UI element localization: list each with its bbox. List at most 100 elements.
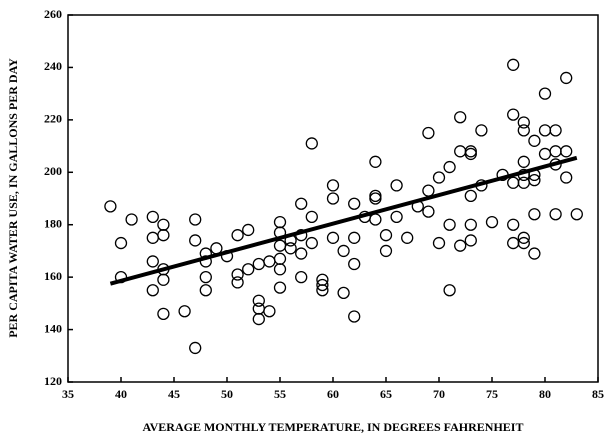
data-point [231, 276, 244, 289]
data-point [528, 134, 541, 147]
x-tick-label: 65 [380, 387, 392, 401]
data-point [337, 286, 350, 300]
data-point [305, 236, 318, 250]
data-point [284, 242, 297, 255]
plot-frame [67, 14, 599, 383]
x-tick-label: 50 [221, 387, 233, 401]
data-point [443, 218, 456, 231]
data-point [507, 58, 520, 71]
data-point [273, 215, 287, 229]
data-point [422, 205, 435, 218]
data-point [538, 147, 552, 161]
data-point [252, 257, 265, 271]
data-point [443, 284, 456, 297]
data-point [146, 210, 159, 224]
data-point [464, 147, 477, 161]
x-tick-label: 35 [62, 387, 74, 401]
data-point [528, 173, 541, 187]
data-point [273, 252, 287, 265]
data-point [157, 218, 170, 231]
data-point [178, 305, 191, 318]
data-point [263, 305, 276, 318]
x-tick-label: 40 [115, 387, 127, 401]
data-point [252, 302, 265, 315]
data-point [326, 179, 340, 192]
y-tick-label: 260 [44, 7, 62, 21]
data-point [443, 160, 456, 174]
data-point [305, 210, 318, 224]
data-point [348, 197, 361, 210]
x-tick-label: 80 [539, 387, 551, 401]
data-point [326, 231, 340, 244]
y-tick-label: 120 [44, 374, 62, 388]
data-point [273, 263, 287, 276]
data-point [157, 307, 170, 320]
data-point [464, 234, 477, 247]
data-point [560, 71, 573, 85]
data-point [369, 213, 382, 226]
data-point [422, 126, 435, 140]
data-point [125, 213, 138, 226]
x-tick-label: 70 [433, 387, 445, 401]
y-tick-label: 220 [44, 112, 62, 126]
data-point [454, 145, 467, 158]
data-point [560, 145, 573, 158]
data-point [337, 244, 350, 258]
data-point [507, 236, 520, 250]
x-tick-label: 60 [327, 387, 339, 401]
data-point [549, 124, 562, 137]
data-point [507, 218, 520, 231]
data-point [189, 341, 202, 355]
data-point [146, 255, 159, 268]
y-tick-label: 160 [44, 269, 62, 283]
data-point [263, 255, 276, 268]
x-tick-label: 45 [168, 387, 180, 401]
data-point [295, 197, 308, 210]
data-point [242, 223, 255, 237]
data-point [157, 273, 170, 286]
trend-line [109, 155, 578, 286]
y-tick-label: 180 [44, 216, 62, 230]
data-point [485, 215, 499, 229]
data-point [549, 208, 562, 221]
data-point [369, 189, 382, 203]
data-point [326, 192, 340, 205]
data-point [517, 116, 530, 129]
data-point [146, 284, 159, 297]
data-point [199, 284, 212, 297]
data-point [252, 312, 265, 326]
data-point [379, 244, 393, 258]
data-point [549, 145, 562, 158]
data-point [348, 257, 361, 271]
data-point [517, 236, 530, 250]
data-point [390, 210, 403, 224]
data-point [570, 208, 583, 221]
data-point [295, 247, 308, 260]
data-point [401, 231, 414, 244]
data-point [475, 124, 488, 137]
data-point [316, 284, 329, 297]
data-point [422, 184, 435, 197]
data-point [295, 270, 308, 284]
data-point [369, 155, 382, 168]
data-point [528, 208, 541, 221]
data-point [432, 171, 446, 184]
data-point [252, 294, 265, 307]
x-tick-label: 55 [274, 387, 286, 401]
data-point [242, 263, 255, 276]
data-point [305, 137, 318, 150]
x-axis-label: AVERAGE MONTHLY TEMPERATURE, IN DEGREES … [143, 420, 524, 434]
data-point [517, 176, 530, 189]
data-point [464, 189, 477, 203]
data-point [146, 231, 159, 244]
data-point [273, 239, 287, 252]
data-point [507, 108, 520, 121]
data-point [369, 192, 382, 205]
data-point [157, 229, 170, 242]
data-point [114, 236, 128, 250]
data-point [379, 229, 393, 242]
data-point [517, 231, 530, 244]
data-point [189, 234, 202, 247]
data-point [199, 270, 212, 284]
data-point [231, 229, 244, 242]
